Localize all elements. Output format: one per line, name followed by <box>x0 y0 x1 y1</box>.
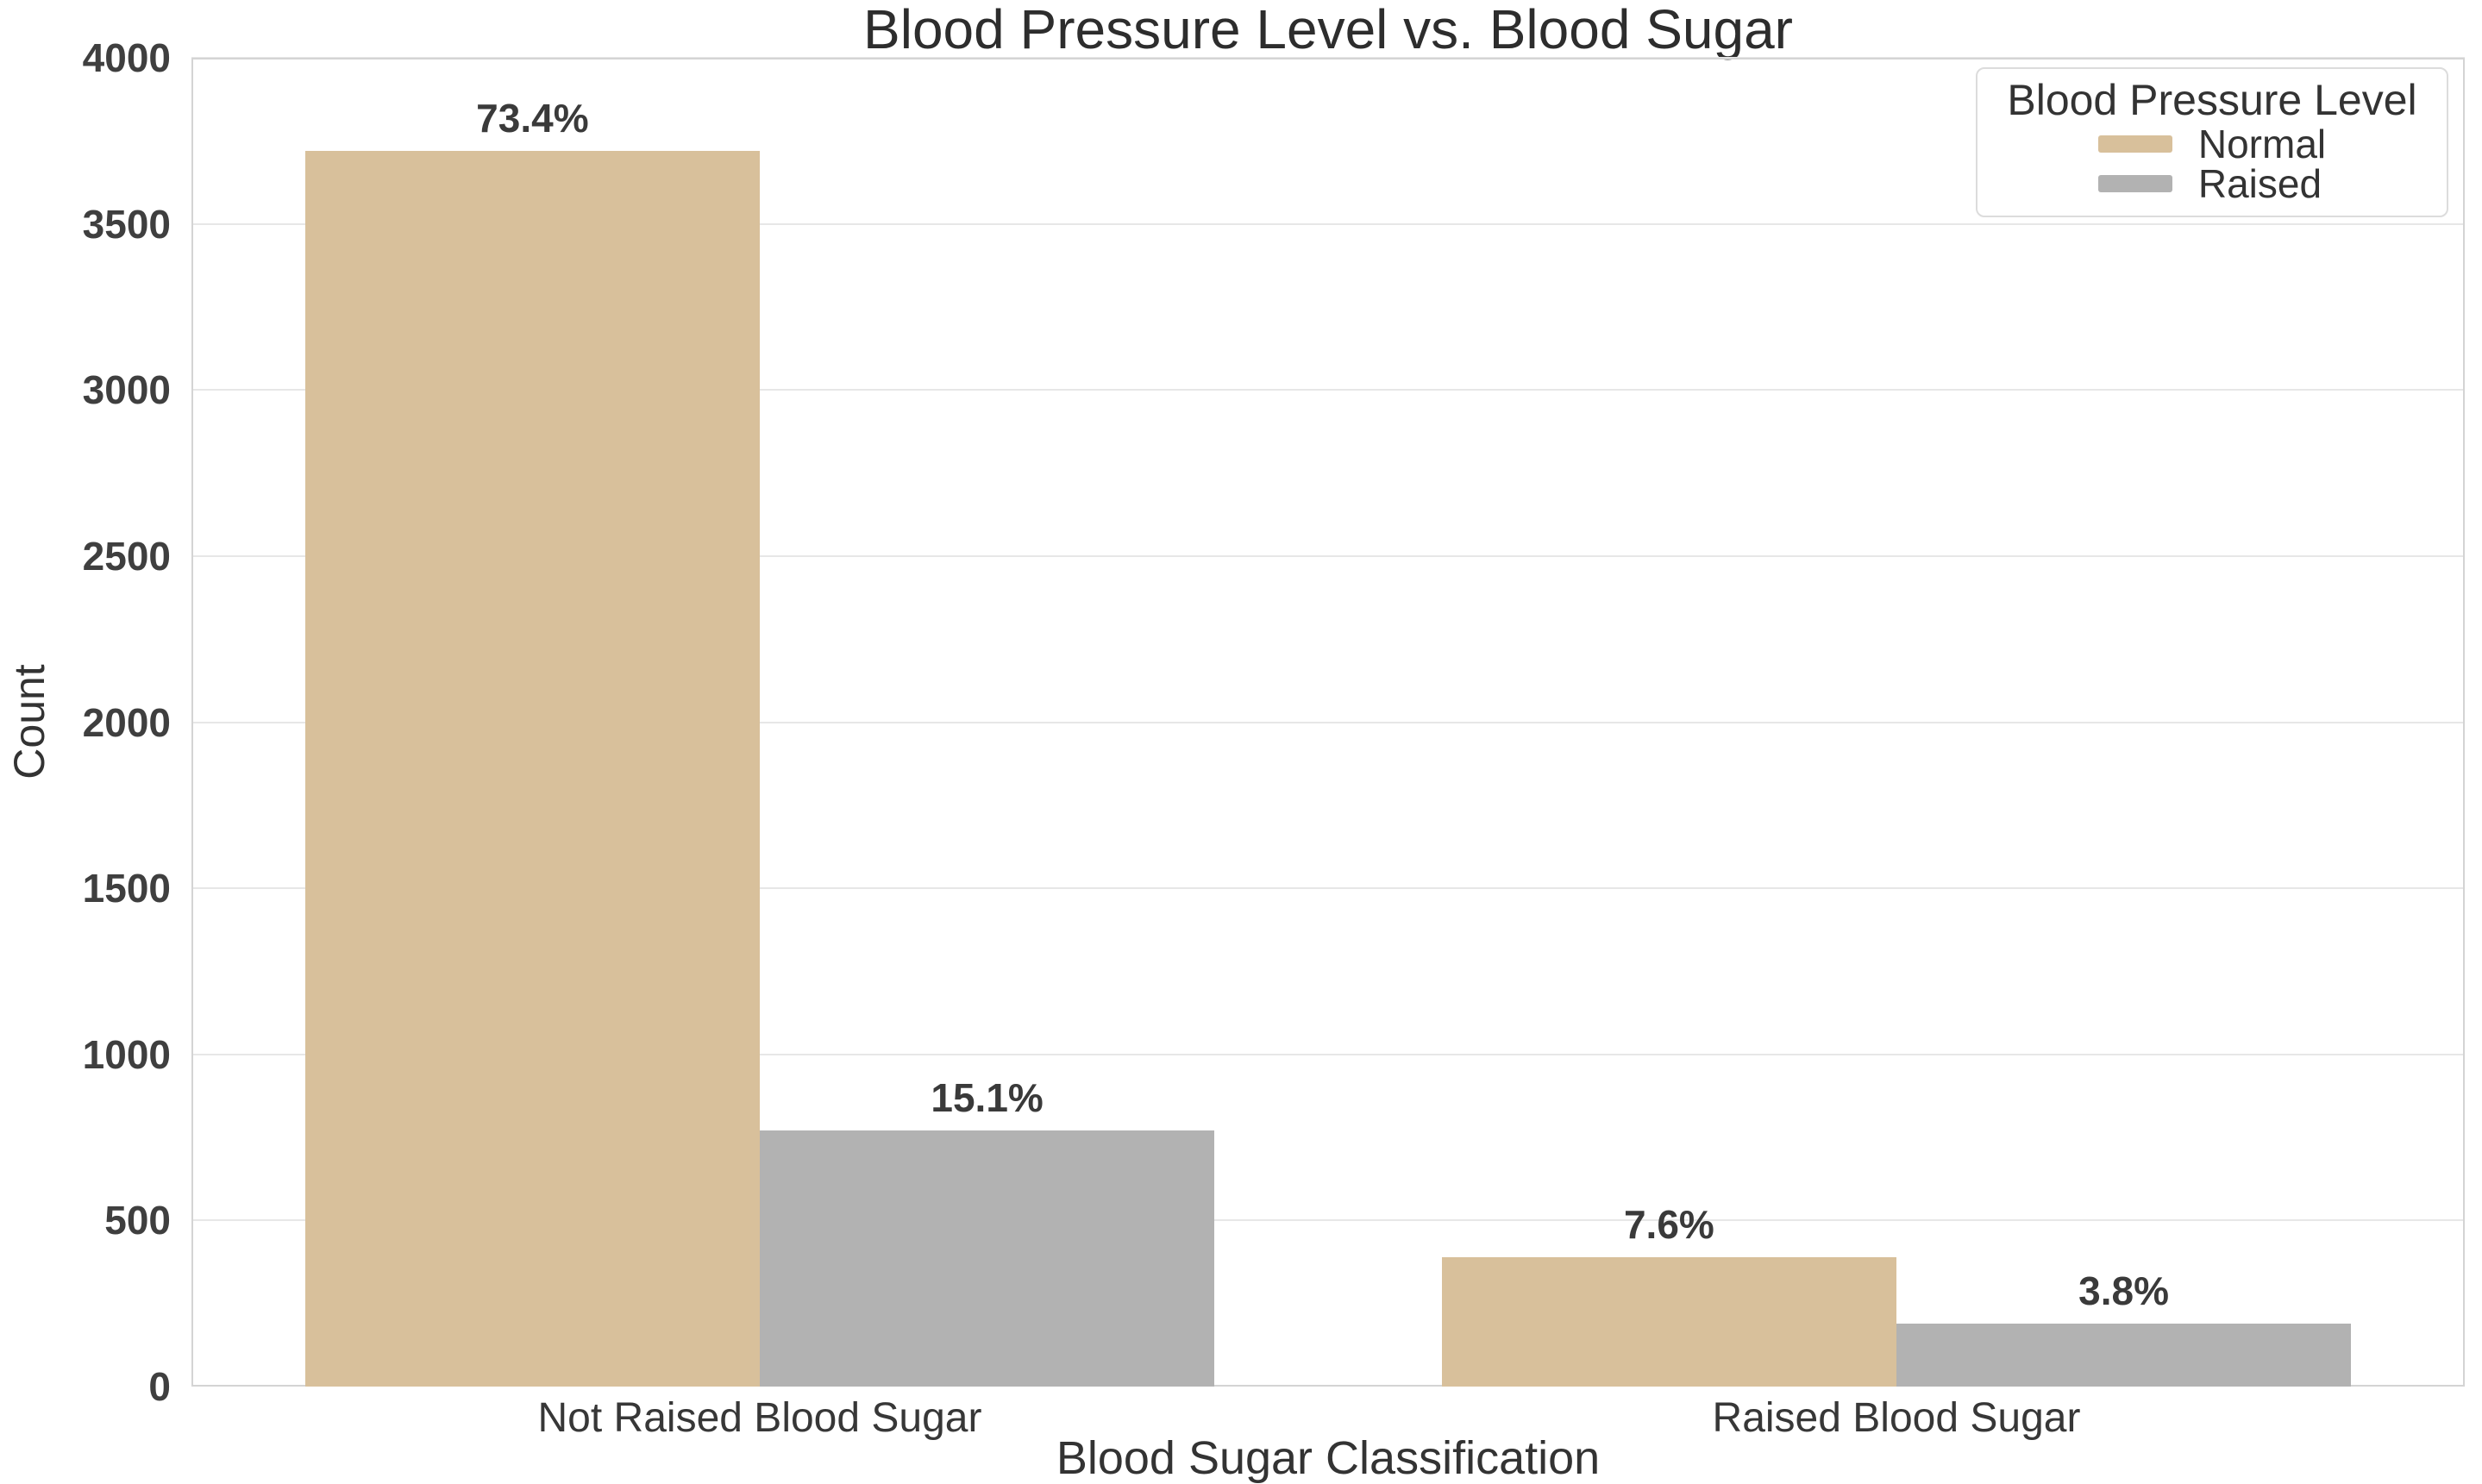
gridline <box>191 1053 2465 1055</box>
bar-raised-0 <box>760 1130 1215 1387</box>
bar-normal-1 <box>1441 1256 1896 1387</box>
legend: Blood Pressure Level Normal Raised <box>1976 67 2448 217</box>
chart-title: Blood Pressure Level vs. Blood Sugar <box>863 0 1793 60</box>
y-tick-label: 1500 <box>82 866 171 911</box>
gridline <box>191 887 2465 890</box>
bar-value-label: 3.8% <box>2078 1268 2170 1313</box>
legend-entry-label: Raised <box>2197 161 2322 206</box>
legend-swatch <box>2097 135 2172 153</box>
bar-normal-0 <box>304 150 760 1387</box>
y-tick-label: 1000 <box>82 1031 171 1077</box>
gridline <box>191 389 2465 391</box>
y-tick-label: 500 <box>104 1198 171 1243</box>
plot-area <box>191 58 2465 1387</box>
legend-swatch <box>2097 175 2172 192</box>
x-tick-label: Raised Blood Sugar <box>1712 1395 2081 1441</box>
bar-value-label: 7.6% <box>1623 1201 1714 1247</box>
x-axis-label: Blood Sugar Classification <box>1056 1432 1601 1484</box>
gridline <box>191 222 2465 225</box>
bar-value-label: 73.4% <box>476 95 589 141</box>
gridline <box>191 554 2465 557</box>
legend-entry-label: Normal <box>2197 122 2327 166</box>
y-tick-label: 3500 <box>82 201 171 247</box>
y-tick-label: 0 <box>148 1364 171 1409</box>
y-tick-label: 2500 <box>82 533 171 579</box>
legend-title: Blood Pressure Level <box>2007 76 2417 124</box>
gridline <box>191 721 2465 723</box>
y-tick-label: 3000 <box>82 367 171 413</box>
legend-entry: Raised <box>2097 161 2322 206</box>
bar-value-label: 15.1% <box>931 1075 1044 1121</box>
bar-raised-1 <box>1896 1323 2352 1387</box>
y-tick-label: 4000 <box>82 35 171 80</box>
y-tick-label: 2000 <box>82 699 171 745</box>
x-tick-label: Not Raised Blood Sugar <box>537 1395 982 1441</box>
legend-entry: Normal <box>2097 122 2327 166</box>
legend-rows: Normal Raised <box>2097 122 2327 206</box>
gridline <box>191 1219 2465 1222</box>
